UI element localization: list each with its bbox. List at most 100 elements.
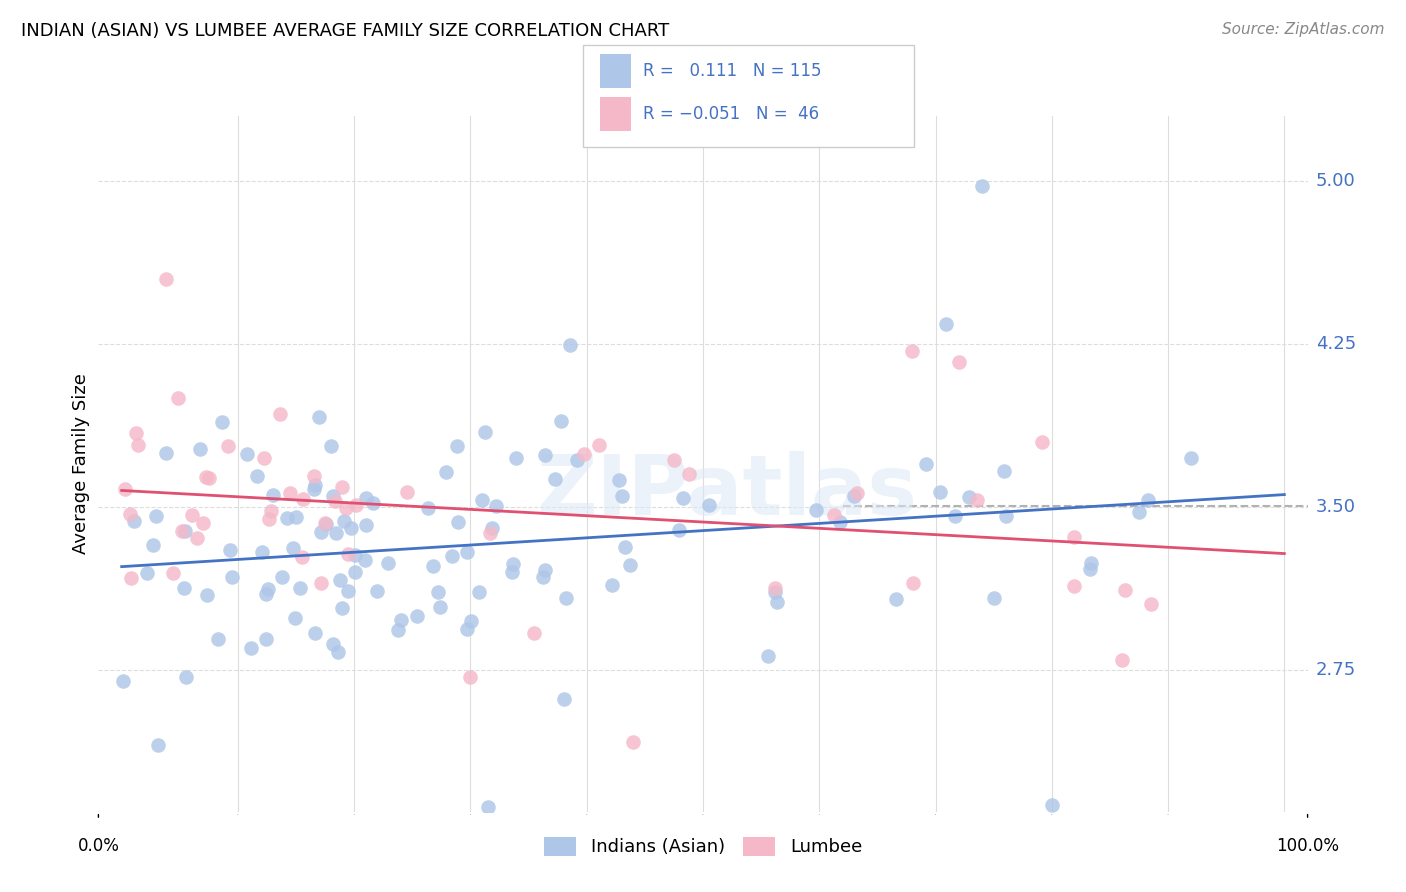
Point (828, 516, 851, 530)
Point (434, 465, 457, 479)
Point (180, 508, 202, 522)
Point (621, 735, 644, 749)
Point (610, 489, 633, 503)
Point (236, 447, 259, 461)
Point (406, 609, 429, 624)
Point (966, 493, 988, 508)
Text: 100.0%: 100.0% (1277, 837, 1339, 855)
Point (291, 491, 314, 506)
Point (948, 354, 970, 368)
Point (763, 581, 786, 595)
Point (257, 582, 280, 596)
Point (218, 543, 240, 558)
Point (901, 576, 924, 591)
Point (194, 470, 217, 484)
Point (983, 591, 1005, 605)
Point (766, 595, 789, 609)
Point (166, 391, 188, 405)
Point (456, 622, 478, 636)
Point (1114, 583, 1136, 598)
Point (426, 585, 449, 599)
Point (281, 541, 304, 555)
Point (319, 439, 342, 453)
Point (1063, 579, 1085, 593)
Point (315, 516, 337, 531)
Text: R =   0.111   N = 115: R = 0.111 N = 115 (643, 62, 821, 80)
Point (145, 508, 167, 523)
Point (254, 632, 277, 647)
Point (1136, 493, 1159, 508)
Text: 0.0%: 0.0% (77, 837, 120, 855)
Point (302, 469, 325, 483)
Point (344, 566, 367, 580)
Point (354, 553, 377, 567)
Point (1111, 652, 1133, 666)
Point (460, 614, 482, 628)
Point (456, 545, 478, 559)
Point (572, 446, 595, 460)
Point (148, 738, 170, 752)
Point (609, 473, 631, 487)
Point (844, 489, 866, 503)
Point (550, 414, 572, 428)
Point (269, 407, 291, 421)
Point (308, 409, 330, 424)
Point (416, 501, 439, 516)
Point (120, 508, 142, 522)
Point (193, 516, 215, 531)
Point (884, 591, 907, 606)
Point (291, 549, 314, 564)
Point (533, 448, 555, 462)
Point (846, 486, 869, 500)
Point (471, 492, 494, 507)
Point (195, 588, 218, 602)
Point (1078, 562, 1101, 576)
Point (479, 526, 502, 541)
Point (211, 416, 233, 430)
Point (935, 317, 957, 331)
Point (354, 491, 377, 505)
Point (823, 508, 845, 522)
Point (260, 504, 283, 518)
Point (172, 524, 194, 538)
Point (245, 468, 267, 483)
Point (207, 632, 229, 647)
Point (329, 573, 352, 587)
Point (1080, 556, 1102, 570)
Point (1031, 434, 1053, 449)
Point (1139, 597, 1161, 611)
Point (188, 442, 211, 457)
Point (198, 471, 221, 485)
Point (339, 521, 361, 535)
Point (337, 583, 360, 598)
Point (474, 425, 496, 440)
Point (322, 489, 344, 503)
Point (481, 521, 503, 535)
Text: 3.50: 3.50 (1316, 499, 1355, 516)
Point (429, 600, 451, 615)
Point (1180, 450, 1202, 465)
Point (468, 585, 491, 599)
Point (361, 496, 384, 510)
Point (600, 577, 623, 591)
Point (485, 499, 508, 513)
Point (366, 584, 388, 599)
Point (387, 624, 409, 638)
Point (332, 480, 354, 494)
Point (970, 178, 993, 193)
Point (304, 478, 326, 492)
Point (377, 556, 399, 570)
Point (155, 272, 177, 286)
Point (120, 571, 142, 585)
Point (553, 691, 575, 706)
Point (173, 524, 195, 538)
Point (176, 669, 198, 683)
Point (460, 670, 482, 684)
Point (672, 491, 695, 505)
Point (155, 445, 177, 459)
Point (619, 558, 641, 573)
Point (662, 452, 685, 467)
Point (276, 510, 298, 524)
Point (262, 488, 284, 502)
Point (254, 587, 277, 601)
